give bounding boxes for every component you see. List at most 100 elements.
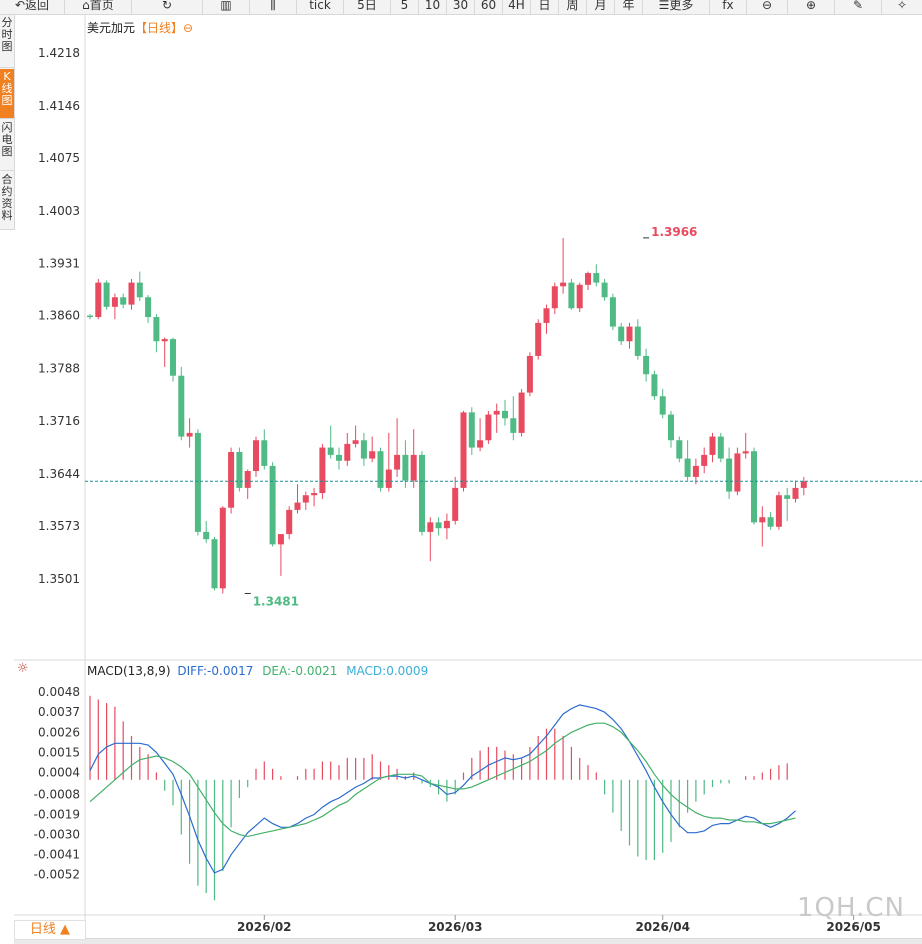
menu-icon: ☰ bbox=[658, 0, 670, 12]
macd-title: MACD(13,8,9) bbox=[87, 664, 171, 678]
candle-body bbox=[477, 440, 484, 448]
candle-chart-button[interactable]: ⫼ bbox=[250, 0, 297, 14]
toolbar: ↶返回 ⌂首页 ↻ ▥ ⫼ tick 5日 5 10 30 60 4H 日 周 … bbox=[0, 0, 922, 15]
zoom-out-icon: ⊖ bbox=[761, 0, 773, 12]
period-5[interactable]: 5 bbox=[391, 0, 419, 14]
side-tab-intraday[interactable]: 分时图 bbox=[0, 15, 14, 68]
macd-tick-label: -0.0008 bbox=[34, 787, 80, 801]
collapse-icon[interactable]: ⊖ bbox=[183, 21, 194, 35]
refresh-icon: ↻ bbox=[161, 0, 173, 12]
macd-tick-label: 0.0048 bbox=[38, 685, 80, 699]
dea-line bbox=[89, 722, 796, 838]
candle-body bbox=[560, 282, 567, 287]
candle-body bbox=[186, 432, 193, 437]
candle-body bbox=[402, 454, 409, 481]
bar-chart-button[interactable]: ▥ bbox=[203, 0, 250, 14]
candle-body bbox=[684, 458, 691, 477]
price-tick-label: 1.4218 bbox=[38, 46, 80, 60]
candle-body bbox=[518, 392, 525, 433]
candle-body bbox=[634, 326, 641, 356]
candle-body bbox=[145, 297, 152, 318]
back-arrow-icon: ↶ bbox=[14, 0, 26, 12]
price-tick-label: 1.4003 bbox=[38, 204, 80, 218]
candle-body bbox=[120, 297, 127, 305]
candle-body bbox=[385, 469, 392, 488]
candle-body bbox=[311, 493, 318, 496]
period-5d[interactable]: 5日 bbox=[344, 0, 391, 14]
candle-body bbox=[253, 440, 259, 472]
candle-body bbox=[543, 308, 550, 323]
period-4h[interactable]: 4H bbox=[503, 0, 531, 14]
candlestick-icon: ⫼ bbox=[270, 0, 276, 12]
tick-button[interactable]: tick bbox=[297, 0, 344, 14]
period-month[interactable]: 月 bbox=[587, 0, 615, 14]
period-30[interactable]: 30 bbox=[447, 0, 475, 14]
candle-body bbox=[726, 458, 733, 492]
candle-body bbox=[244, 471, 251, 488]
candle-body bbox=[568, 282, 575, 309]
macd-dea-value: DEA:-0.0021 bbox=[262, 664, 338, 678]
side-tab-flash[interactable]: 闪电图 bbox=[0, 120, 14, 171]
macd-tick-label: 0.0015 bbox=[38, 745, 80, 759]
period-label: 【日线】 bbox=[135, 21, 184, 35]
more-button[interactable]: ☰更多 bbox=[643, 0, 710, 14]
candle-body bbox=[435, 522, 442, 529]
candle-body bbox=[609, 297, 616, 327]
candle-body bbox=[485, 414, 492, 441]
date-label: 2026/03 bbox=[428, 920, 482, 934]
candle-body bbox=[294, 502, 301, 510]
macd-legend: MACD(13,8,9) DIFF:-0.0017 DEA:-0.0021 MA… bbox=[87, 664, 428, 678]
macd-tick-label: -0.0019 bbox=[34, 807, 80, 821]
period-year[interactable]: 年 bbox=[615, 0, 643, 14]
candle-body bbox=[178, 375, 185, 437]
date-label: 2026/05 bbox=[826, 920, 880, 934]
macd-diff-value: DIFF:-0.0017 bbox=[177, 664, 254, 678]
candle-body bbox=[269, 465, 276, 545]
candle-body bbox=[784, 495, 791, 499]
draw-button[interactable]: ✎ bbox=[835, 0, 882, 14]
candle-body bbox=[502, 410, 508, 419]
home-icon: ⌂ bbox=[82, 0, 90, 12]
period-10[interactable]: 10 bbox=[419, 0, 447, 14]
price-tick-label: 1.3931 bbox=[38, 257, 80, 271]
high-label: 1.3966 bbox=[651, 225, 697, 239]
side-tabs: 分时图 K线图 闪电图 合约资料 bbox=[0, 15, 15, 230]
macd-tick-label: 0.0037 bbox=[38, 705, 80, 719]
settings-button[interactable]: ✧ bbox=[882, 0, 922, 14]
formula-button[interactable]: fx bbox=[710, 0, 747, 14]
macd-tick-label: 0.0004 bbox=[38, 765, 80, 779]
candle-body bbox=[261, 440, 268, 466]
indicator-settings-icon[interactable]: ☼ bbox=[17, 661, 29, 676]
candle-body bbox=[219, 507, 226, 589]
candle-body bbox=[643, 355, 650, 375]
candle-body bbox=[443, 520, 450, 529]
candle-body bbox=[585, 273, 591, 285]
candle-body bbox=[526, 355, 533, 393]
candle-body bbox=[626, 326, 633, 342]
zoom-in-icon: ⊕ bbox=[805, 0, 817, 12]
diff-line bbox=[89, 704, 796, 874]
date-label: 2026/02 bbox=[237, 920, 291, 934]
zoom-out-button[interactable]: ⊖ bbox=[747, 0, 788, 14]
candle-body bbox=[452, 487, 459, 521]
macd-hist-value: MACD:0.0009 bbox=[346, 664, 429, 678]
candle-body bbox=[601, 282, 608, 298]
candle-body bbox=[377, 451, 384, 488]
candle-body bbox=[277, 534, 284, 545]
period-week[interactable]: 周 bbox=[559, 0, 587, 14]
refresh-button[interactable]: ↻ bbox=[132, 0, 203, 14]
period-dropdown-button[interactable]: 日线 ▲ bbox=[14, 920, 86, 940]
period-day[interactable]: 日 bbox=[531, 0, 559, 14]
back-button[interactable]: ↶返回 bbox=[0, 0, 65, 14]
side-tab-kline[interactable]: K线图 bbox=[0, 69, 14, 119]
candle-body bbox=[759, 517, 766, 523]
macd-tick-label: -0.0030 bbox=[34, 828, 80, 842]
candle-body bbox=[327, 447, 334, 455]
watermark: 1QH.CN bbox=[797, 893, 905, 923]
candle-body bbox=[153, 317, 160, 342]
home-button[interactable]: ⌂首页 bbox=[65, 0, 132, 14]
period-60[interactable]: 60 bbox=[475, 0, 503, 14]
zoom-in-button[interactable]: ⊕ bbox=[788, 0, 835, 14]
side-tab-contract[interactable]: 合约资料 bbox=[0, 172, 14, 230]
